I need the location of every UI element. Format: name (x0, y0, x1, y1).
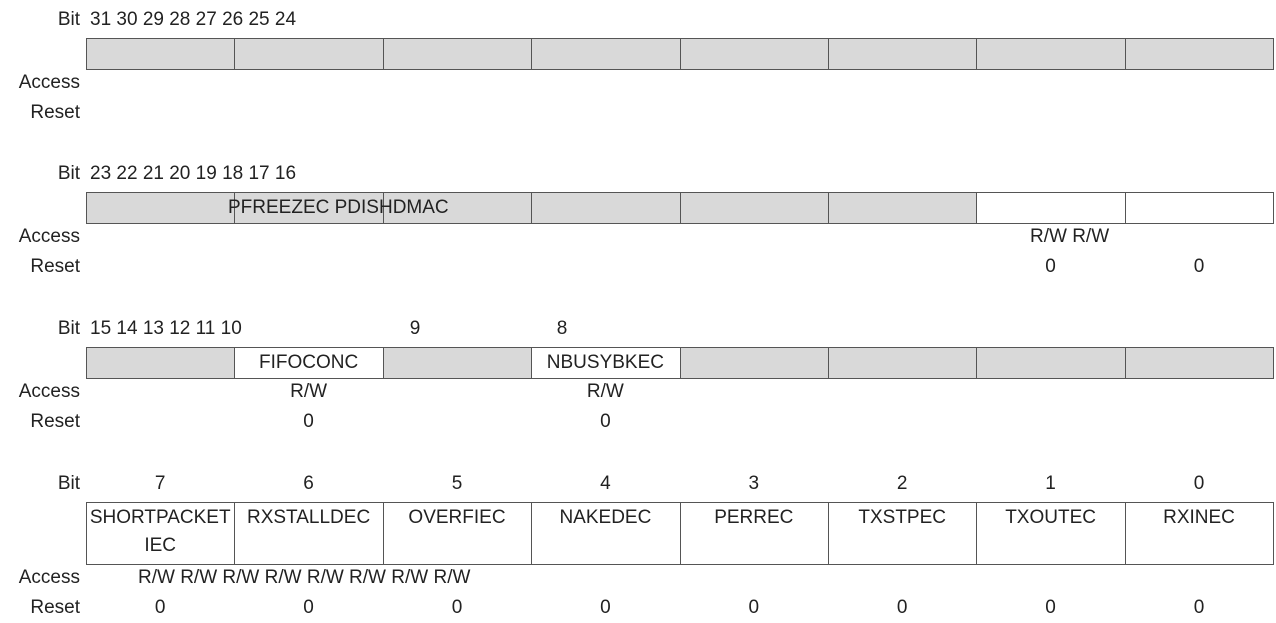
reset-label: Reset (30, 102, 80, 123)
bit-number: 1 (1045, 473, 1056, 494)
access-label: Access (18, 226, 80, 247)
field-name: NBUSYBKEC (546, 352, 664, 373)
access-value: R/W R/W (1030, 226, 1110, 247)
field-name: NAKEDEC (559, 507, 652, 528)
bit-number: 15 14 13 12 11 10 (90, 318, 242, 339)
reset-value: 0 (896, 597, 908, 618)
bit-label: Bit (57, 318, 80, 339)
reset-value: 0 (748, 597, 760, 618)
register-cell (86, 502, 236, 565)
register-cell (828, 192, 978, 224)
access-label: Access (18, 567, 80, 588)
bit-number: 4 (600, 473, 611, 494)
register-cell (828, 502, 978, 565)
register-cell (382, 502, 533, 565)
bit-number: 7 (154, 473, 166, 494)
bit-label: Bit (57, 9, 80, 30)
register-cell (828, 347, 978, 379)
bit-label: Bit (57, 473, 80, 494)
register-cell (86, 192, 236, 224)
register-cell (531, 347, 681, 379)
register-cell (234, 192, 384, 224)
field-name: OVERFIEC (408, 507, 506, 528)
register-cell (531, 502, 681, 565)
register-cell (679, 347, 829, 379)
field-name: RXSTALLDEC (246, 507, 371, 528)
register-cell (234, 38, 384, 70)
field-name: PERREC (714, 507, 794, 528)
reset-label: Reset (30, 256, 80, 277)
bit-number: 0 (1193, 473, 1205, 494)
reset-value: 0 (451, 597, 463, 618)
register-cell (828, 38, 978, 70)
register-cell (531, 38, 681, 70)
reset-value: 0 (1045, 597, 1056, 618)
reset-value: 0 (1193, 597, 1205, 618)
register-cell (1124, 502, 1275, 565)
reset-value: 0 (303, 597, 314, 618)
access-value: R/W (290, 381, 328, 402)
field-name: RXINEC (1163, 507, 1235, 528)
register-cell (86, 38, 236, 70)
bit-label: Bit (57, 163, 80, 184)
register-cell (531, 192, 681, 224)
bit-number: 8 (556, 318, 568, 339)
register-cell (976, 192, 1126, 224)
bit-number: 5 (451, 473, 463, 494)
register-cell (976, 347, 1126, 379)
bit-number: 3 (748, 473, 760, 494)
field-name: TXSTPEC (858, 507, 946, 528)
reset-value: 0 (154, 597, 166, 618)
register-cell (382, 192, 533, 224)
register-cell (679, 192, 829, 224)
access-value: R/W (586, 381, 624, 402)
register-cell (234, 502, 384, 565)
bit-number: 9 (409, 318, 421, 339)
register-cell (1124, 38, 1275, 70)
access-label: Access (18, 72, 80, 93)
register-cell (382, 38, 533, 70)
register-cell (1124, 192, 1275, 224)
access-value: R/W R/W R/W R/W R/W R/W R/W R/W (138, 567, 471, 588)
access-label: Access (18, 381, 80, 402)
reset-label: Reset (30, 411, 80, 432)
field-name: PFREEZEC PDISHDMAC (228, 197, 449, 218)
register-cell (976, 38, 1126, 70)
register-cell (86, 347, 236, 379)
bit-number: 2 (896, 473, 908, 494)
field-name: SHORTPACKETIEC (89, 507, 231, 556)
reset-value: 0 (1045, 256, 1056, 277)
reset-value: 0 (600, 597, 611, 618)
reset-value: 0 (1193, 256, 1205, 277)
register-cell (1124, 347, 1275, 379)
register-cell (234, 347, 384, 379)
reset-value: 0 (303, 411, 314, 432)
field-name: TXOUTEC (1005, 507, 1096, 528)
reset-label: Reset (30, 597, 80, 618)
bit-number: 6 (303, 473, 314, 494)
reset-value: 0 (600, 411, 611, 432)
register-cell (679, 502, 829, 565)
bit-number: 23 22 21 20 19 18 17 16 (90, 163, 297, 184)
bit-number: 31 30 29 28 27 26 25 24 (90, 9, 297, 30)
field-name: FIFOCONC (258, 352, 359, 373)
register-cell (382, 347, 533, 379)
register-cell (679, 38, 829, 70)
